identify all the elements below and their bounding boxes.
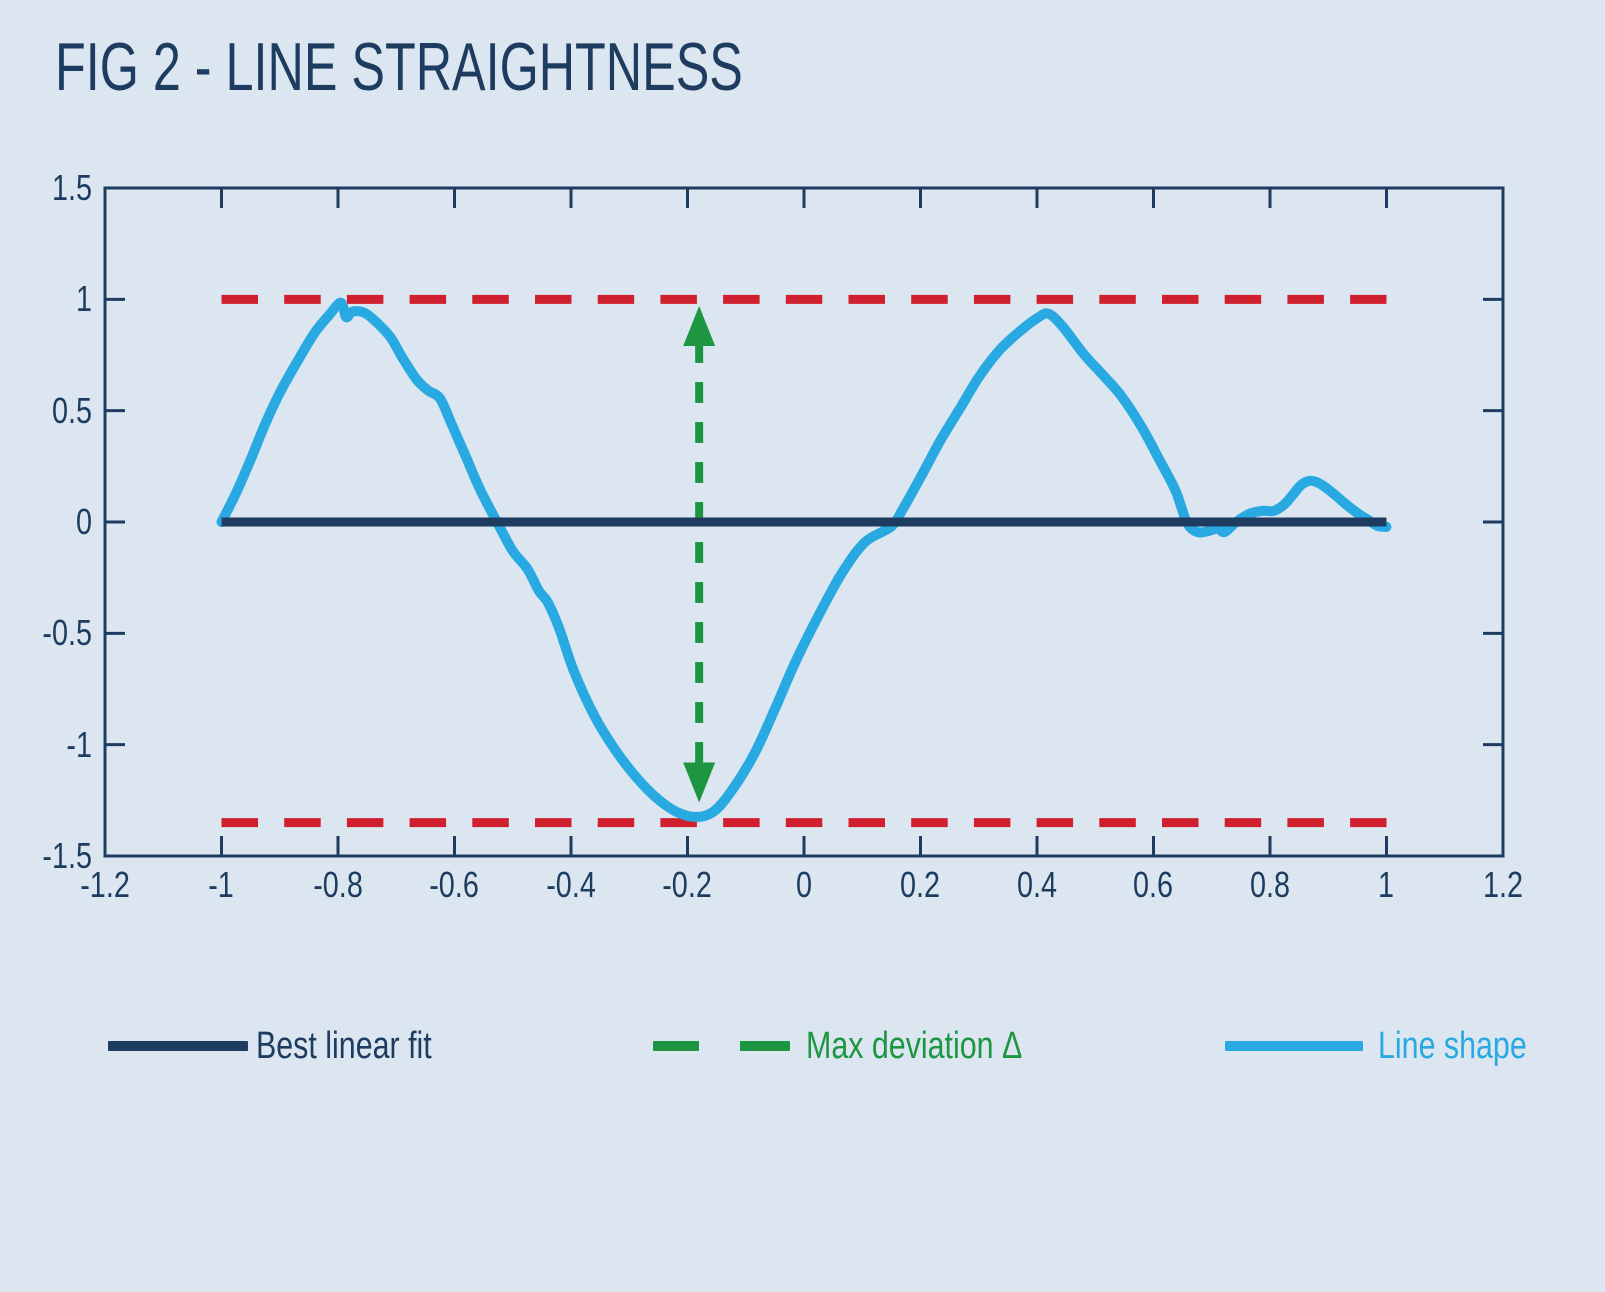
x-tick-label: 1: [1378, 864, 1395, 905]
x-tick-label: -0.6: [429, 864, 480, 905]
line-shape-curve: [216, 297, 1392, 823]
y-tick-label: 0: [75, 501, 92, 542]
legend-swatch-solid-line: [1225, 1041, 1363, 1051]
legend-swatch-solid-line: [108, 1041, 248, 1051]
figure-title: FIG 2 - LINE STRAIGHTNESS: [55, 30, 985, 105]
x-tick-label: 0.4: [1016, 864, 1058, 905]
figure-title-text: FIG 2 - LINE STRAIGHTNESS: [55, 29, 743, 105]
legend-label: Best linear fit: [256, 1025, 432, 1067]
x-tick-label: 0: [795, 864, 813, 905]
y-tick-label: -1.5: [42, 835, 92, 876]
x-tick-label: -1: [208, 864, 235, 905]
y-tick-label: 0.5: [51, 389, 92, 431]
x-tick-label: 0.8: [1249, 864, 1291, 905]
legend-label: Max deviation Δ: [806, 1025, 1023, 1067]
max-deviation-arrowhead-down: [683, 762, 716, 803]
x-tick-label: -0.2: [662, 864, 713, 905]
y-tick-label: 1.5: [51, 167, 92, 208]
y-tick-label: -0.5: [42, 612, 92, 654]
x-tick-label: -1.2: [80, 864, 130, 905]
y-tick-label: 1: [75, 278, 92, 320]
x-tick-label: -0.8: [313, 864, 363, 905]
legend-label: Line shape: [1378, 1025, 1527, 1067]
x-tick-label: 1.2: [1482, 864, 1524, 905]
x-tick-label: 0.2: [900, 864, 941, 905]
max-deviation-arrowhead-up: [683, 306, 716, 347]
legend-swatch-dashed-line: [653, 1041, 790, 1051]
x-tick-label: 0.6: [1133, 864, 1174, 905]
y-tick-label: -1: [66, 723, 92, 765]
x-tick-label: -0.4: [546, 864, 596, 905]
